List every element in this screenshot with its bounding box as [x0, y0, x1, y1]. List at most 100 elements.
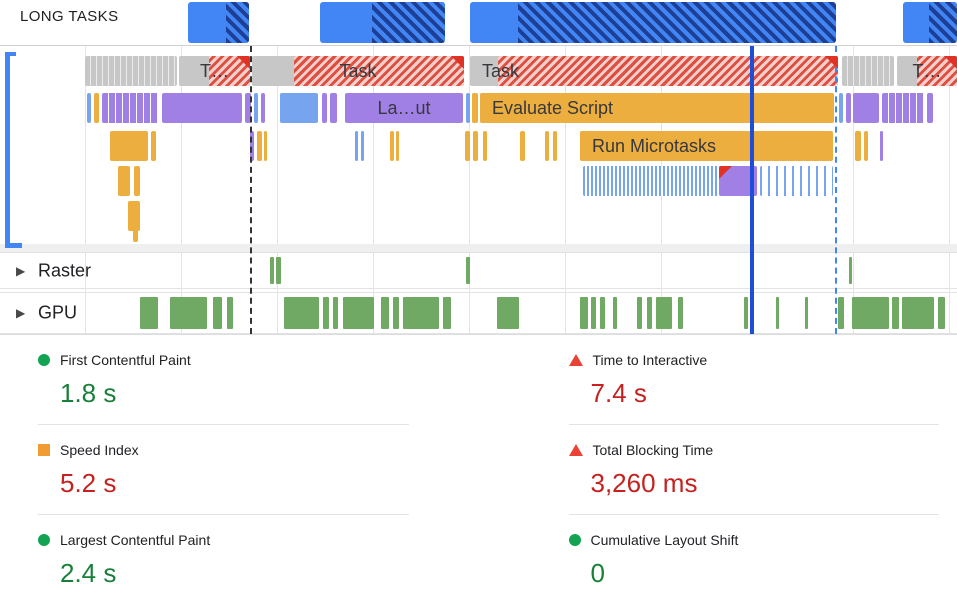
flame-bar[interactable] — [846, 93, 851, 123]
task-bar[interactable]: Task — [470, 56, 838, 86]
gpu-activity-bar[interactable] — [637, 297, 642, 329]
flame-bar[interactable] — [250, 131, 254, 161]
gpu-activity-bar[interactable] — [647, 297, 652, 329]
expander-icon[interactable]: ▶ — [16, 263, 26, 278]
gpu-activity-bar[interactable] — [838, 297, 844, 329]
gpu-activity-bar[interactable] — [776, 297, 779, 329]
gpu-activity-bar[interactable] — [591, 297, 596, 329]
gpu-activity-bar[interactable] — [678, 297, 683, 329]
gpu-activity-bar[interactable] — [343, 297, 374, 329]
flame-bar[interactable] — [882, 93, 924, 123]
flame-bar[interactable] — [162, 93, 242, 123]
metric-value: 1.8 s — [60, 378, 117, 408]
flame-bar[interactable] — [94, 93, 99, 123]
gpu-activity-bar[interactable] — [744, 297, 748, 329]
flame-bar[interactable] — [880, 131, 883, 161]
gpu-activity-bar[interactable] — [938, 297, 945, 329]
gpu-activity-bar[interactable] — [580, 297, 588, 329]
flame-bar[interactable] — [520, 131, 525, 161]
flame-bar[interactable] — [85, 56, 177, 86]
flame-bar[interactable] — [257, 131, 262, 161]
gpu-activity-bar[interactable] — [613, 297, 617, 329]
flame-bar[interactable] — [261, 93, 265, 123]
flame-bar[interactable] — [355, 131, 358, 161]
layout-bar[interactable]: La…ut — [345, 93, 463, 123]
raster-activity-bar[interactable] — [270, 257, 274, 284]
flame-bar[interactable] — [473, 131, 478, 161]
long-task-bar[interactable] — [188, 2, 249, 43]
flame-bar[interactable] — [133, 230, 138, 242]
flame-bar[interactable] — [118, 166, 130, 196]
metric-label: Largest Contentful Paint — [60, 532, 211, 548]
metric-label: Time to Interactive — [592, 352, 708, 368]
gpu-activity-bar[interactable] — [284, 297, 319, 329]
flame-bar[interactable] — [864, 131, 868, 161]
flame-bar[interactable] — [280, 93, 318, 123]
gpu-activity-bar[interactable] — [140, 297, 158, 329]
long-task-corner-icon — [825, 56, 838, 69]
flame-bar[interactable] — [102, 93, 158, 123]
expander-icon[interactable]: ▶ — [16, 306, 26, 320]
flame-bar[interactable] — [322, 93, 327, 123]
flame-bar[interactable] — [927, 93, 933, 123]
flame-bar[interactable] — [853, 93, 879, 123]
flame-bar[interactable] — [134, 166, 140, 196]
gpu-activity-bar[interactable] — [443, 297, 451, 329]
gpu-activity-bar[interactable] — [170, 297, 207, 329]
long-task-hatched-part — [226, 2, 249, 43]
raster-activity-bar[interactable] — [849, 257, 852, 284]
flame-bar[interactable] — [472, 93, 478, 123]
gpu-activity-bar[interactable] — [393, 297, 399, 329]
long-task-bar[interactable] — [320, 2, 445, 43]
flame-bar[interactable] — [760, 166, 833, 196]
gpu-activity-bar[interactable] — [600, 297, 605, 329]
gpu-activity-bar[interactable] — [805, 297, 808, 329]
long-task-corner-icon — [451, 56, 464, 69]
long-task-hatched-part — [372, 2, 445, 43]
flame-bar[interactable] — [110, 131, 148, 161]
gpu-activity-bar[interactable] — [892, 297, 899, 329]
flame-bar[interactable] — [839, 93, 843, 123]
flame-bar[interactable] — [465, 131, 470, 161]
flame-bar[interactable] — [128, 201, 140, 231]
long-task-bar[interactable] — [470, 2, 836, 43]
flame-bar[interactable] — [483, 131, 487, 161]
flame-bar[interactable] — [361, 131, 364, 161]
gpu-bars — [0, 293, 957, 333]
gpu-activity-bar[interactable] — [656, 297, 672, 329]
flame-bar[interactable] — [466, 93, 470, 123]
task-bar[interactable]: T… — [897, 56, 957, 86]
flame-row — [0, 166, 957, 196]
flame-bar[interactable] — [87, 93, 91, 123]
gpu-activity-bar[interactable] — [497, 297, 519, 329]
flame-bar[interactable] — [583, 166, 719, 196]
raster-activity-bar[interactable] — [276, 257, 281, 284]
raster-activity-bar[interactable] — [466, 257, 470, 284]
task-bar[interactable]: Task — [252, 56, 464, 86]
gpu-activity-bar[interactable] — [213, 297, 222, 329]
flame-bar[interactable] — [855, 131, 861, 161]
gpu-activity-bar[interactable] — [333, 297, 338, 329]
flame-bar[interactable] — [553, 131, 557, 161]
gpu-activity-bar[interactable] — [902, 297, 934, 329]
flame-bar[interactable] — [245, 93, 251, 123]
run-microtasks-bar[interactable]: Run Microtasks — [580, 131, 833, 161]
flame-bar[interactable] — [545, 131, 549, 161]
gpu-activity-bar[interactable] — [852, 297, 889, 329]
flame-bar[interactable] — [390, 131, 394, 161]
evaluate-script-bar[interactable]: Evaluate Script — [480, 93, 834, 123]
flame-bar[interactable] — [254, 93, 258, 123]
long-task-bar[interactable] — [903, 2, 957, 43]
gpu-track: ▶ GPU — [0, 292, 957, 334]
flame-bar[interactable] — [842, 56, 894, 86]
gpu-activity-bar[interactable] — [403, 297, 439, 329]
gpu-activity-bar[interactable] — [323, 297, 329, 329]
gpu-activity-bar[interactable] — [227, 297, 233, 329]
flame-bar[interactable] — [151, 131, 156, 161]
flame-bar[interactable] — [719, 166, 757, 196]
flame-bar[interactable] — [264, 131, 267, 161]
flame-bar[interactable] — [330, 93, 337, 123]
task-bar[interactable]: T… — [179, 56, 250, 86]
gpu-activity-bar[interactable] — [381, 297, 389, 329]
flame-bar[interactable] — [396, 131, 399, 161]
